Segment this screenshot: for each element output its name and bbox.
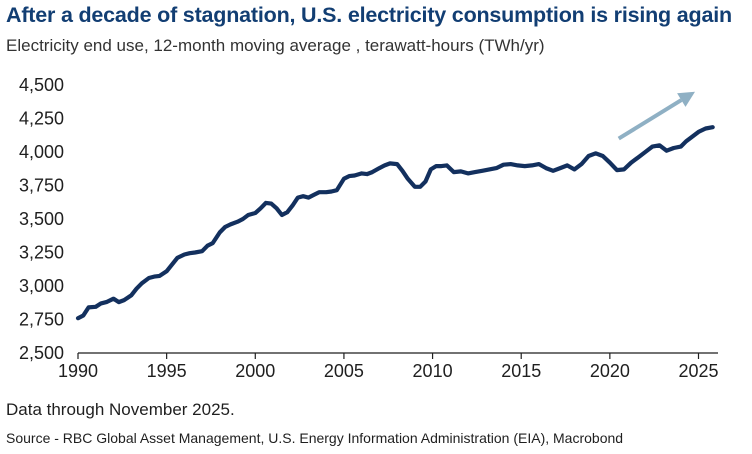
x-tick-label: 2010 xyxy=(413,361,453,381)
x-axis: 1990 1995 2000 2005 2010 2015 2020 2025 xyxy=(58,353,719,381)
x-tick-label: 1995 xyxy=(147,361,187,381)
x-tick-label: 2025 xyxy=(678,361,718,381)
chart-title: After a decade of stagnation, U.S. elect… xyxy=(6,3,732,27)
y-tick-label: 3,500 xyxy=(19,209,64,229)
line-chart: 2,500 2,750 3,000 3,250 3,500 3,750 4,000 4,250… xyxy=(19,75,719,381)
x-tick-label: 2020 xyxy=(590,361,630,381)
data-note: Data through November 2025. xyxy=(6,400,235,419)
chart-subtitle: Electricity end use, 12-month moving ave… xyxy=(6,36,545,55)
y-tick-label: 2,500 xyxy=(19,343,64,363)
y-tick-label: 3,250 xyxy=(19,243,64,263)
source-note: Source - RBC Global Asset Management, U.… xyxy=(6,430,624,446)
trend-arrow-head xyxy=(677,91,695,107)
x-tick-label: 2005 xyxy=(324,361,364,381)
trend-arrow-shaft xyxy=(617,98,683,141)
x-tick-label: 1990 xyxy=(58,361,98,381)
consumption-series-line xyxy=(75,125,715,321)
y-tick-label: 3,750 xyxy=(19,176,64,196)
x-tick-label: 2000 xyxy=(235,361,275,381)
y-axis: 2,500 2,750 3,000 3,250 3,500 3,750 4,000 4,250… xyxy=(19,75,64,363)
x-tick-label: 2015 xyxy=(501,361,541,381)
y-tick-label: 3,000 xyxy=(19,276,64,296)
y-tick-label: 4,500 xyxy=(19,75,64,95)
y-tick-label: 4,250 xyxy=(19,109,64,129)
y-tick-label: 2,750 xyxy=(19,310,64,330)
trend-arrow-icon xyxy=(617,91,695,141)
y-tick-label: 4,000 xyxy=(19,142,64,162)
